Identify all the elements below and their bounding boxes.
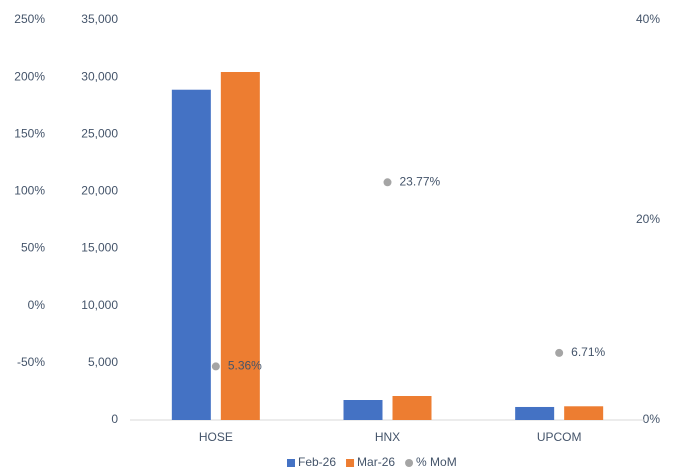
x-tick-label: HNX xyxy=(375,430,400,444)
legend-marker xyxy=(287,459,295,467)
bar xyxy=(343,400,383,420)
y2ticks-label: 0% xyxy=(643,412,661,426)
y3ticks-label: 150% xyxy=(14,126,45,140)
yticks-label: 10,000 xyxy=(81,298,118,312)
yticks-label: 15,000 xyxy=(81,241,118,255)
y2ticks-label: 20% xyxy=(636,212,660,226)
legend-label: Mar-26 xyxy=(357,455,395,469)
y3ticks-label: 100% xyxy=(14,184,45,198)
mom-label: 23.77% xyxy=(400,174,441,188)
mom-point xyxy=(383,178,392,187)
bar xyxy=(392,396,432,420)
y3ticks-label: 250% xyxy=(14,12,45,26)
x-tick-label: UPCOM xyxy=(537,430,582,444)
legend-label: % MoM xyxy=(416,455,457,469)
mom-label: 6.71% xyxy=(571,345,605,359)
yticks-label: 5,000 xyxy=(88,355,118,369)
bar xyxy=(171,89,211,420)
mom-point xyxy=(211,362,220,371)
mom-label: 5.36% xyxy=(228,359,262,373)
bar xyxy=(564,406,604,420)
y3ticks-label: 50% xyxy=(21,241,45,255)
y3ticks-label: 200% xyxy=(14,69,45,83)
yticks-label: 35,000 xyxy=(81,12,118,26)
mom-point xyxy=(555,348,564,357)
bar xyxy=(515,406,555,420)
legend-label: Feb-26 xyxy=(298,455,336,469)
legend-marker xyxy=(405,459,414,467)
y2ticks-label: 40% xyxy=(636,12,660,26)
yticks-label: 25,000 xyxy=(81,126,118,140)
bar xyxy=(220,72,260,420)
yticks-label: 20,000 xyxy=(81,184,118,198)
x-tick-label: HOSE xyxy=(199,430,233,444)
yticks-label: 0 xyxy=(111,412,118,426)
legend-marker xyxy=(346,459,355,467)
yticks-label: 30,000 xyxy=(81,69,118,83)
y3ticks-label: -50% xyxy=(17,355,45,369)
y3ticks-label: 0% xyxy=(28,298,46,312)
